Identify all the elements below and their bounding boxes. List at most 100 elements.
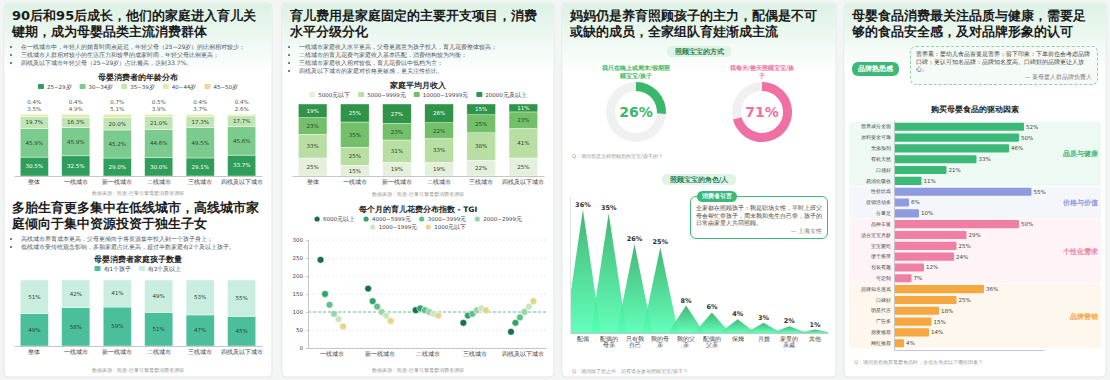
legend: 有1个孩子有2个及以上 bbox=[95, 265, 182, 272]
data-label: 45.9% bbox=[26, 140, 43, 146]
axis: 整体一线城市新一线城市二线城市三线城市四线及以下城市 bbox=[15, 177, 263, 185]
tick: 包装有趣 bbox=[871, 264, 891, 270]
spike bbox=[771, 326, 807, 333]
pill-bg bbox=[667, 46, 732, 57]
data-labels: 49%58%59%51%47%45%51%42%41%49%53%55% bbox=[28, 290, 248, 334]
bar-segment bbox=[145, 157, 173, 176]
bar-segment bbox=[509, 158, 538, 176]
group-bg bbox=[849, 284, 1101, 348]
bar bbox=[894, 307, 939, 315]
legend-label: 10000~19999元 bbox=[423, 92, 469, 98]
tick: 广告多 bbox=[876, 318, 891, 324]
tick-label: 四线及以下城市 bbox=[221, 348, 263, 355]
legend: 25~29岁30~34岁35~39岁40~44岁45~50岁 bbox=[38, 84, 238, 90]
point bbox=[335, 316, 342, 323]
bar-segment bbox=[103, 280, 131, 307]
legend-item: 有2个及以上 bbox=[139, 266, 182, 272]
data-label: 0.5% bbox=[152, 99, 166, 105]
data-label: 21% bbox=[949, 167, 961, 173]
bar-segment bbox=[298, 104, 327, 118]
marks bbox=[317, 256, 537, 335]
tick: 配偶的父亲 bbox=[703, 336, 721, 348]
marks bbox=[894, 123, 1032, 348]
chart: 购买母婴食品的驱动因素品质与健康价格与价值个性化需求品牌营销52%50%46%3… bbox=[849, 105, 1101, 365]
bar-segment bbox=[383, 123, 412, 140]
data-label: 26% bbox=[619, 104, 653, 120]
tick: 二线城市 bbox=[416, 350, 440, 357]
data-label: 0.4% bbox=[69, 99, 83, 105]
tick-label: 宝宝爱吃 bbox=[871, 243, 891, 249]
tick-label: 四线及以下城市 bbox=[502, 350, 544, 357]
data-label: 23% bbox=[517, 117, 529, 123]
tick-label: 易消化吸收 bbox=[866, 178, 891, 184]
tick-label: 三线城市 bbox=[469, 178, 493, 185]
tick: 三线城市 bbox=[463, 350, 487, 357]
tick: 品种丰富 bbox=[871, 221, 891, 227]
tick-label: 二线城市 bbox=[147, 178, 171, 185]
bar bbox=[894, 220, 1019, 228]
legend-swatch bbox=[363, 216, 368, 221]
point bbox=[512, 319, 519, 326]
panel-bg bbox=[282, 3, 554, 377]
bar bbox=[894, 123, 1024, 131]
tick: 性价比高 bbox=[870, 188, 891, 194]
data-label: 2% bbox=[784, 317, 796, 325]
data-label: 0.4% bbox=[235, 99, 249, 105]
bar bbox=[894, 296, 957, 304]
data-label: 19% bbox=[433, 166, 445, 172]
data-label: 31% bbox=[391, 148, 403, 154]
chart: 照顾宝宝的方式26%我只在晚上或周末/假期照顾宝宝/孩子71%我每天/整天照顾宝… bbox=[572, 46, 795, 159]
bar bbox=[894, 144, 1009, 152]
tick-label: 整体 bbox=[307, 179, 319, 185]
tick-label: 配偶的母亲 bbox=[600, 336, 618, 348]
axis: 营养成分全面原料安全可靠无添加剂有机天然口感好易消化吸收性价比高促销活动多分量足… bbox=[861, 121, 895, 351]
tick-label: 50 bbox=[296, 327, 303, 333]
data-label: 26% bbox=[627, 235, 643, 243]
bar-segment bbox=[425, 139, 454, 163]
tick-label: 200 bbox=[293, 273, 304, 279]
grid-line bbox=[308, 240, 546, 241]
data-label: 49.5% bbox=[191, 140, 208, 146]
data-label: 46% bbox=[1011, 145, 1023, 151]
tick-label: 保姆 bbox=[732, 336, 744, 342]
bar-segment bbox=[20, 114, 48, 115]
bar-segment bbox=[62, 280, 90, 308]
tick: 100 bbox=[293, 309, 309, 315]
category-label: 我每天/整天照顾宝宝/孩子 bbox=[729, 64, 795, 79]
legend-label: 30~34岁 bbox=[89, 84, 114, 90]
data-label: 8% bbox=[681, 297, 693, 305]
quote-label: 消费者引言 bbox=[697, 191, 737, 202]
bar bbox=[894, 285, 984, 293]
point bbox=[517, 314, 524, 321]
page: 母婴消费者的年龄分布25~29岁30~34岁35~39岁40~44岁45~50岁… bbox=[0, 0, 1110, 380]
tick: 新一线城市 bbox=[382, 178, 412, 185]
data-label: 3.9% bbox=[152, 106, 166, 112]
bar bbox=[894, 177, 922, 185]
bar-segment bbox=[145, 130, 173, 158]
point bbox=[526, 303, 533, 310]
tick: 配偶 bbox=[577, 336, 589, 342]
group-label: 品牌营销 bbox=[1070, 313, 1098, 321]
tick: 50 bbox=[296, 327, 308, 333]
tick-label: 新一线城市 bbox=[102, 178, 132, 185]
data-label: 17.7% bbox=[233, 118, 250, 124]
data-label: 30.0% bbox=[150, 164, 167, 170]
data-label: 53% bbox=[194, 294, 206, 300]
bar-segment bbox=[62, 114, 90, 117]
data-label: 21.0% bbox=[150, 120, 167, 126]
tick: 三线城市 bbox=[188, 178, 212, 185]
data-label: 58% bbox=[70, 324, 82, 330]
point bbox=[482, 307, 489, 314]
bar-segment bbox=[62, 114, 90, 115]
tick-label: 网红推荐 bbox=[871, 340, 891, 346]
tick: 四线及以下城市 bbox=[221, 348, 263, 355]
group-bg bbox=[849, 219, 1101, 283]
bar-segment bbox=[20, 157, 48, 176]
bar-segment bbox=[467, 115, 496, 133]
data-label: 29.1% bbox=[191, 164, 208, 170]
data-label: 19.7% bbox=[26, 119, 43, 125]
legend-item: 2000~2999元 bbox=[475, 216, 522, 222]
tick-label: 只有我自己 bbox=[626, 336, 644, 348]
bar-segment bbox=[467, 160, 496, 176]
bar-segment bbox=[186, 117, 214, 128]
